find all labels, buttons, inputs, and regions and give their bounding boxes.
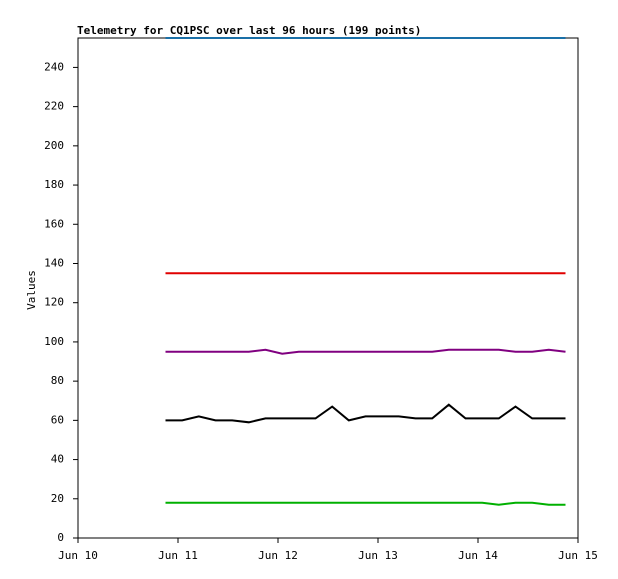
y-tick-label: 40: [51, 453, 64, 466]
x-tick-label: Jun 14: [458, 549, 498, 562]
y-tick-label: 20: [51, 492, 64, 505]
y-tick-label: 220: [44, 100, 64, 113]
y-axis-label: Values: [25, 270, 38, 310]
y-tick-label: 0: [57, 531, 64, 544]
x-tick-label: Jun 11: [158, 549, 198, 562]
y-tick-label: 100: [44, 335, 64, 348]
y-tick-label: 240: [44, 60, 64, 73]
series-line: [165, 403, 566, 424]
y-tick-label: 120: [44, 296, 64, 309]
y-tick-label: 140: [44, 256, 64, 269]
y-tick-label: 180: [44, 178, 64, 191]
x-tick-label: Jun 10: [58, 549, 98, 562]
y-tick-label: 200: [44, 139, 64, 152]
series-line: [165, 348, 566, 355]
series-line: [165, 501, 566, 506]
x-tick-label: Jun 12: [258, 549, 298, 562]
x-tick-label: Jun 15: [558, 549, 598, 562]
x-tick-label: Jun 13: [358, 549, 398, 562]
y-tick-label: 160: [44, 217, 64, 230]
y-tick-label: 60: [51, 413, 64, 426]
chart-title: Telemetry for CQ1PSC over last 96 hours …: [77, 24, 421, 37]
y-tick-label: 80: [51, 374, 64, 387]
plot-frame: [77, 37, 579, 539]
